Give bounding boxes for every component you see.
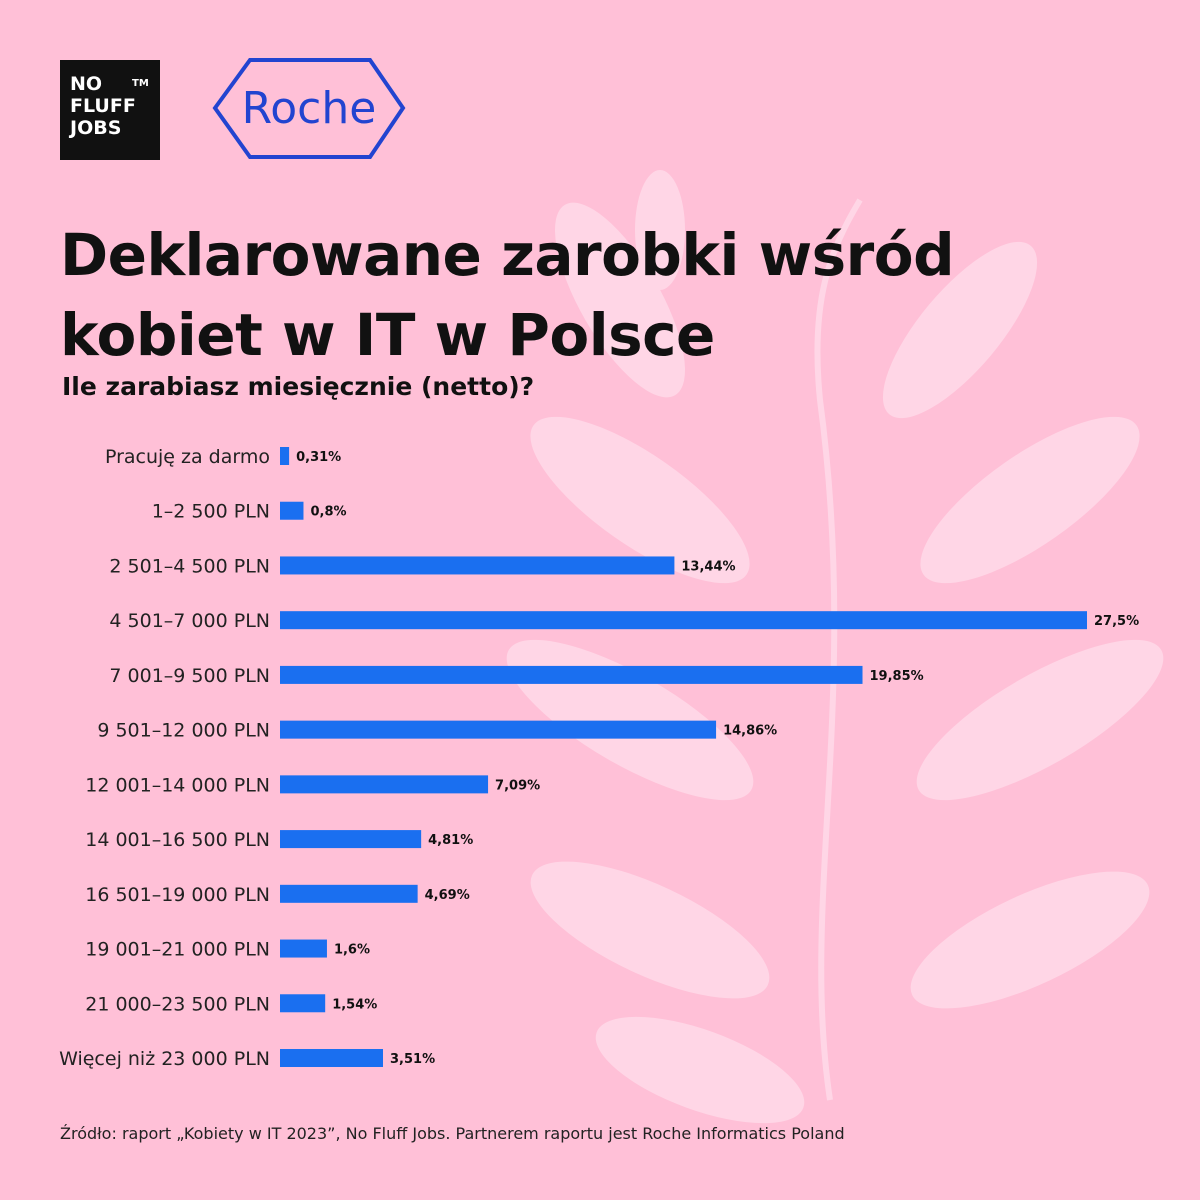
- bar: [280, 501, 304, 520]
- bar: [280, 775, 489, 794]
- bars: Pracuję za darmo 0,31% 1–2 500 PLN 0,8% 2 50…: [59, 446, 1139, 1070]
- value-label: 19,85%: [870, 669, 924, 684]
- category-label: 12 001–14 000 PLN: [85, 774, 270, 796]
- logo-line: FLUFF: [70, 95, 136, 117]
- value-label: 0,8%: [310, 505, 346, 520]
- category-label: 14 001–16 500 PLN: [85, 829, 270, 851]
- roche-text: Roche: [242, 83, 377, 134]
- bar: [280, 556, 675, 575]
- category-label: 16 501–19 000 PLN: [85, 884, 270, 906]
- value-label: 3,51%: [390, 1052, 435, 1067]
- bar: [280, 447, 290, 465]
- nofluff-logo: [60, 60, 160, 160]
- chart-subtitle: Ile zarabiasz miesięcznie (netto)?: [62, 372, 535, 401]
- logo-line: NO: [70, 73, 102, 95]
- bar: [280, 884, 418, 903]
- category-label: 9 501–12 000 PLN: [97, 720, 270, 742]
- bar: [280, 611, 1087, 630]
- value-label: 4,81%: [428, 833, 473, 848]
- value-label: 13,44%: [681, 559, 735, 574]
- roche-logo: [212, 58, 406, 159]
- value-label: 14,86%: [723, 724, 777, 739]
- category-label: 7 001–9 500 PLN: [109, 665, 270, 687]
- chart-title: Deklarowane zarobki wśród kobiet w IT w …: [60, 221, 955, 369]
- nofluff-text: NO FLUFF JOBS TM: [68, 73, 149, 139]
- bar: [280, 665, 863, 684]
- category-label: 19 001–21 000 PLN: [85, 939, 270, 961]
- category-label: 2 501–4 500 PLN: [109, 555, 270, 577]
- logo-line: JOBS: [68, 117, 121, 139]
- bar: [280, 830, 422, 849]
- value-label: 7,09%: [495, 778, 540, 793]
- value-label: 4,69%: [425, 888, 470, 903]
- category-label: Więcej niż 23 000 PLN: [59, 1048, 270, 1070]
- bar: [280, 720, 717, 739]
- category-label: 1–2 500 PLN: [152, 501, 270, 523]
- bar: [280, 994, 326, 1013]
- value-label: 1,54%: [332, 997, 377, 1012]
- value-label: 1,6%: [334, 943, 370, 958]
- bar: [280, 939, 327, 958]
- category-label: 4 501–7 000 PLN: [109, 610, 270, 632]
- source-note: Źródło: raport „Kobiety w IT 2023”, No F…: [60, 1124, 845, 1143]
- bar: [280, 1049, 384, 1067]
- category-label: Pracuję za darmo: [105, 446, 270, 468]
- value-label: 27,5%: [1094, 614, 1139, 629]
- category-label: 21 000–23 500 PLN: [85, 993, 270, 1015]
- value-label: 0,31%: [296, 450, 341, 465]
- logo-tm: TM: [132, 78, 149, 89]
